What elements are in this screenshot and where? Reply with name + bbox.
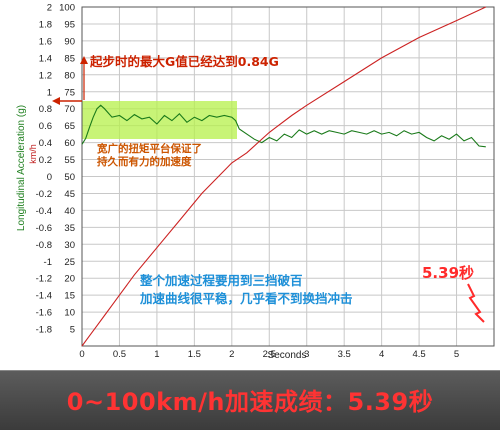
y-right-tick-label: 55 xyxy=(64,155,75,166)
x-tick-label: 0.5 xyxy=(113,349,126,360)
summary-text-2: 加速曲线很平稳，几乎看不到换挡冲击 xyxy=(139,291,353,306)
y-left-tick-label: -0.4 xyxy=(36,206,52,217)
y-left-tick-label: -1.4 xyxy=(36,291,52,302)
torque-plateau-highlight xyxy=(82,101,237,139)
result-banner: 0~100km/h加速成绩：5.39秒 xyxy=(0,370,500,430)
y-right-tick-label: 35 xyxy=(64,223,75,234)
left-axis-ticks: 2 1.8 1.6 1.4 1.2 1 0.8 0.6 0.4 0.2 0 -0.2 -0.4 -0.6 -… xyxy=(36,3,52,336)
y-right-tick-label: 20 xyxy=(64,274,75,285)
x-tick-label: 4 xyxy=(379,349,384,360)
banner-text: 0~100km/h加速成绩：5.39秒 xyxy=(66,388,434,416)
y-right-tick-label: 70 xyxy=(64,104,75,115)
y-right-tick-label: 25 xyxy=(64,257,75,268)
y-left-tick-label: -0.2 xyxy=(36,189,52,200)
y-axis-label-2: km/h xyxy=(28,144,38,164)
y-right-tick-label: 75 xyxy=(64,87,75,98)
y-right-tick-label: 85 xyxy=(64,53,75,64)
g-peak-text: 起步时的最大G值已经达到0.84G xyxy=(89,54,279,69)
y-right-tick-label: 50 xyxy=(64,172,75,183)
summary-text-1: 整个加速过程要用到三挡破百 xyxy=(140,273,303,288)
g-peak-arrowhead xyxy=(52,97,60,105)
y-left-tick-label: 1.2 xyxy=(39,70,52,81)
y-left-tick-label: -1.6 xyxy=(36,308,52,319)
y-left-tick-label: 1.8 xyxy=(39,19,52,30)
x-tick-label: 0 xyxy=(79,349,84,360)
y-left-tick-label: -1.2 xyxy=(36,274,52,285)
x-tick-label: 3 xyxy=(304,349,309,360)
y-right-tick-label: 90 xyxy=(64,36,75,47)
right-axis-ticks: 100 95 90 85 80 75 70 65 60 55 50 45 40 35 30 25 20 15 10 5 xyxy=(59,3,75,336)
y-right-tick-label: 15 xyxy=(64,291,75,302)
x-tick-label: 1 xyxy=(154,349,159,360)
g-peak-annotation: 起步时的最大G值已经达到0.84G xyxy=(52,54,279,105)
x-tick-label: 4.5 xyxy=(412,349,425,360)
y-left-tick-label: -1.8 xyxy=(36,325,52,336)
y-left-tick-label: 0.4 xyxy=(39,138,52,149)
time-lightning-icon xyxy=(467,283,485,323)
time-annotation: 5.39秒 xyxy=(422,264,474,282)
y-left-tick-label: 1.6 xyxy=(39,36,52,47)
x-axis-label: Seconds xyxy=(268,350,307,361)
y-left-tick-label: 2 xyxy=(47,3,52,14)
x-tick-label: 3.5 xyxy=(338,349,351,360)
y-right-tick-label: 80 xyxy=(64,70,75,81)
x-axis-ticks: 0 0.5 1 1.5 2 2.5 3 3.5 4 4.5 5 xyxy=(79,349,459,360)
speed-series-line xyxy=(81,6,487,347)
y-left-tick-label: 0.8 xyxy=(39,104,52,115)
x-tick-label: 5 xyxy=(454,349,459,360)
plot-border xyxy=(81,6,495,347)
series-layer xyxy=(81,6,487,347)
y-left-tick-label: -1 xyxy=(44,257,52,268)
grid xyxy=(81,6,494,346)
y-right-tick-label: 60 xyxy=(64,138,75,149)
y-left-tick-label: 1.4 xyxy=(39,53,52,64)
acceleration-series-line xyxy=(81,104,486,148)
y-left-tick-label: 0.2 xyxy=(39,155,52,166)
x-tick-label: 1.5 xyxy=(188,349,201,360)
y-left-tick-label: -0.6 xyxy=(36,223,52,234)
y-right-tick-label: 10 xyxy=(64,308,75,319)
y-left-tick-label: 0 xyxy=(47,172,52,183)
x-tick-label: 2 xyxy=(229,349,234,360)
y-right-tick-label: 45 xyxy=(64,189,75,200)
g-peak-leader-head xyxy=(80,56,88,64)
y-axis-label: Longitudinal Acceleration (g) xyxy=(16,105,27,231)
plot-frame xyxy=(81,6,495,347)
y-left-tick-label: 0.6 xyxy=(39,121,52,132)
y-right-tick-label: 95 xyxy=(64,19,75,30)
torque-text-2: 持久而有力的加速度 xyxy=(97,155,192,168)
x-tick-label: 2.5 xyxy=(263,349,276,360)
y-right-tick-label: 100 xyxy=(59,3,75,14)
y-left-tick-label: -0.8 xyxy=(36,240,52,251)
y-left-tick-label: 1 xyxy=(47,87,52,98)
y-right-tick-label: 40 xyxy=(64,206,75,217)
y-right-tick-label: 30 xyxy=(64,240,75,251)
y-right-tick-label: 5 xyxy=(70,325,75,336)
torque-text-1: 宽广的扭矩平台保证了 xyxy=(96,142,202,155)
acceleration-chart: 2 1.8 1.6 1.4 1.2 1 0.8 0.6 0.4 0.2 0 -0.2 -0.4 -0.6 -… xyxy=(16,3,495,361)
y-right-tick-label: 65 xyxy=(64,121,75,132)
